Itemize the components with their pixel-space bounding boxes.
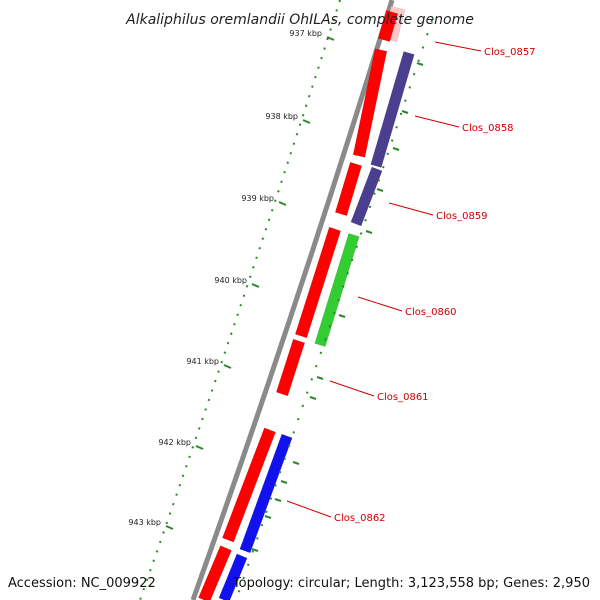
feature-tick — [365, 230, 373, 234]
scale-tick-label: 937 kbp — [289, 29, 322, 38]
feature-tick — [251, 548, 259, 552]
feature-tick — [392, 147, 400, 151]
gene-label: Clos_0861 — [377, 392, 429, 403]
scale-tick — [326, 36, 335, 41]
gene-leader-line — [329, 380, 375, 397]
scale-tick-label: 939 kbp — [241, 194, 274, 203]
scale-tick-label: 942 kbp — [158, 438, 191, 447]
scale-tick — [223, 364, 232, 369]
cds-feature — [352, 48, 388, 158]
gene-feature-clos-0863 — [218, 553, 248, 600]
map-title: Alkaliphilus oremlandii OhILAs, complete… — [125, 12, 474, 28]
gene-feature-clos-0858 — [370, 51, 415, 168]
gene-label: Clos_0857 — [484, 47, 536, 58]
feature-tick — [416, 62, 424, 66]
scale-tick-label: 941 kbp — [186, 357, 219, 366]
gene-leader-line — [286, 500, 332, 518]
gene-feature-clos-0859 — [350, 166, 383, 227]
cds-feature — [334, 161, 363, 217]
genome-summary-text: Topology: circular; Length: 3,123,558 bp… — [232, 576, 590, 591]
feature-tick — [280, 480, 288, 484]
gene-feature-clos-0862 — [239, 433, 293, 554]
scale-tick-label: 940 kbp — [214, 276, 247, 285]
scale-tick — [302, 119, 311, 124]
gene-leader-line — [414, 115, 460, 128]
feature-tick — [338, 314, 346, 318]
cds-feature — [222, 427, 276, 543]
cds-feature — [198, 545, 232, 600]
feature-tick — [292, 461, 300, 465]
scale-tick-layer: 937 kbp 938 kbp 939 kbp 940 kbp 941 kbp 942 k… — [128, 0, 433, 600]
gene-leader-line — [357, 296, 403, 312]
cds-feature — [294, 226, 342, 339]
feature-tick — [264, 515, 272, 519]
feature-tick — [376, 188, 384, 192]
gene-label: Clos_0859 — [436, 211, 488, 222]
accession-text: Accession: NC_009922 — [8, 576, 156, 591]
feature-tick — [316, 376, 324, 380]
gene-label-layer: Clos_0857 Clos_0858 Clos_0859 Clos_0860 Clos… — [286, 41, 536, 524]
cds-feature — [275, 338, 306, 397]
scale-tick-label: 943 kbp — [128, 518, 161, 527]
feature-track-layer — [190, 0, 415, 600]
cds-feature — [377, 10, 399, 42]
feature-tick — [401, 110, 409, 114]
scale-tick-label: 938 kbp — [265, 112, 298, 121]
feature-tick — [274, 498, 282, 502]
scale-tick — [251, 283, 260, 288]
gene-leader-line — [434, 41, 482, 52]
feature-tick — [309, 396, 317, 400]
gene-label: Clos_0862 — [334, 513, 386, 524]
genome-backbone — [190, 0, 395, 600]
gene-label: Clos_0858 — [462, 123, 514, 134]
scale-tick — [195, 445, 204, 450]
scale-tick — [278, 201, 287, 206]
gene-feature-clos-0860 — [314, 233, 360, 347]
gene-leader-line — [388, 202, 434, 216]
scale-tick — [165, 525, 174, 530]
gene-label: Clos_0860 — [405, 307, 457, 318]
